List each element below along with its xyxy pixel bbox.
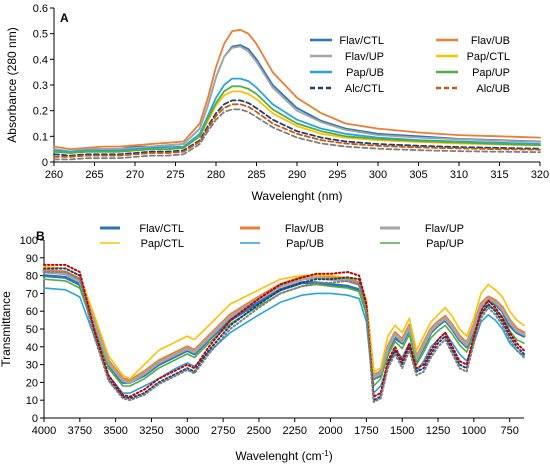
x-tick-label: 4000 [32, 425, 56, 437]
y-tick-label: 50 [26, 324, 38, 336]
x-tick-label: 1750 [354, 425, 378, 437]
y-tick-label: 30 [26, 360, 38, 372]
legend-label: Flav/UP [345, 51, 384, 63]
legend-label: Pap/UP [472, 67, 510, 79]
legend-label: Alc/UB [476, 83, 510, 95]
x-tick-label: 300 [369, 169, 387, 181]
x-tick-label: 280 [207, 169, 225, 181]
x-tick-label: 295 [328, 169, 346, 181]
x-tick-label: 750 [500, 425, 518, 437]
y-tick-label: 10 [26, 395, 38, 407]
x-tick-label: 2000 [318, 425, 342, 437]
y-tick-label: 100 [20, 235, 38, 247]
y-tick-label: 90 [26, 253, 38, 265]
y-tick-label: 0.1 [33, 131, 48, 143]
x-tick-label: 310 [450, 169, 468, 181]
legend-label: Flav/UP [425, 223, 464, 235]
y-tick-label: 0.4 [33, 54, 48, 66]
x-axis-title: Wavelenght (cm-1) [235, 449, 332, 464]
y-tick-label: 40 [26, 342, 38, 354]
series-line-alc-ub [53, 103, 541, 158]
series-line-pap-up [53, 85, 541, 154]
panel-b-chart: 4000 3750 3500 3250 3000 2750 2500 2250 2000 1750… [0, 223, 526, 464]
x-tick-label: 305 [409, 169, 427, 181]
series-line-flav-ub [53, 28, 541, 151]
series-line-flav-up [53, 45, 541, 153]
y-tick-label: 20 [26, 377, 38, 389]
x-tick-label: 260 [45, 169, 63, 181]
y-tick-label: 0.5 [33, 29, 48, 41]
x-tick-label: 285 [247, 169, 265, 181]
x-tick-label: 2500 [247, 425, 271, 437]
x-tick-label: 1500 [390, 425, 414, 437]
x-tick-label: 3000 [175, 425, 199, 437]
x-axis-title: Wavelenght (nm) [252, 189, 343, 203]
panel-label: A [60, 11, 69, 25]
x-tick-label: 270 [126, 169, 144, 181]
x-tick-label: 1000 [462, 425, 486, 437]
y-tick-label: 0.3 [33, 80, 48, 92]
x-tick-label: 320 [531, 169, 549, 181]
x-tick-label: 1250 [426, 425, 450, 437]
series-line-pap-ctl [53, 90, 541, 154]
x-tick-label: 3500 [103, 425, 127, 437]
x-tick-label: 2750 [211, 425, 235, 437]
x-tick-label: 290 [288, 169, 306, 181]
legend-label: Flav/CTL [339, 35, 384, 47]
x-tick-label: 265 [85, 169, 103, 181]
y-axis-title: Absorbance (280 nm) [5, 27, 19, 142]
x-tick-label: 3250 [139, 425, 163, 437]
legend-label: Flav/UB [285, 223, 324, 235]
x-axis-title-suffix: ) [329, 449, 333, 463]
legend-label: Pap/UB [286, 238, 324, 250]
panel-label: B [36, 229, 45, 243]
series-line-pap-ub [53, 77, 541, 153]
panel-a-chart: 260 265 270 275 280 285 290 295 300 305 310 315 320 0… [5, 3, 549, 203]
series-line-alc-ctl [53, 99, 541, 157]
x-tick-label: 3750 [68, 425, 92, 437]
legend-label: Pap/UP [426, 238, 464, 250]
y-tick-label: 0 [32, 413, 38, 425]
legend-label: Pap/CTL [141, 238, 184, 250]
y-tick-label: 0.2 [33, 106, 48, 118]
y-tick-label: 70 [26, 288, 38, 300]
y-axis-title: Transmittance [0, 291, 13, 367]
legend-label: Pap/CTL [467, 51, 510, 63]
legend-label: Alc/CTL [345, 83, 384, 95]
x-tick-label: 315 [490, 169, 508, 181]
x-axis-title-superscript: -1 [322, 449, 330, 458]
x-tick-label: 2250 [283, 425, 307, 437]
y-tick-label: 0.6 [33, 3, 48, 15]
y-tick-label: 60 [26, 306, 38, 318]
y-tick-label: 0 [42, 157, 48, 169]
y-tick-label: 80 [26, 271, 38, 283]
legend-label: Flav/UB [471, 35, 510, 47]
legend-label: Pap/UB [346, 67, 384, 79]
series-line-unlabeled [43, 271, 525, 403]
series-line-unlabeled [53, 108, 541, 161]
series-line-pap-ctl [43, 265, 525, 380]
x-tick-label: 275 [166, 169, 184, 181]
legend-label: Flav/CTL [139, 223, 184, 235]
